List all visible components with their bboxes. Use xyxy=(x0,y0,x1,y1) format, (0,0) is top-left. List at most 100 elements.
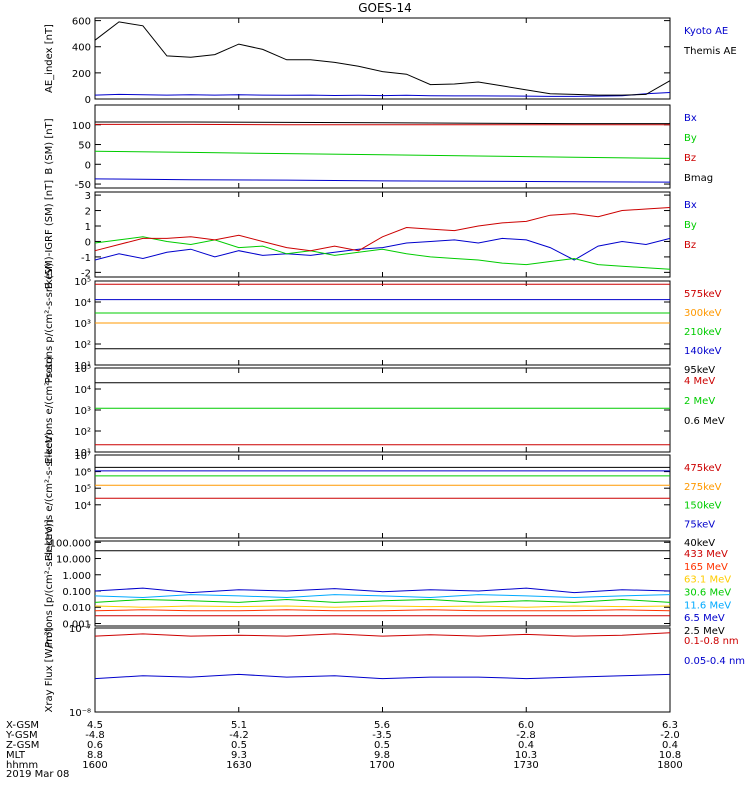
series-line xyxy=(94,92,671,97)
ephemeris-value: 1800 xyxy=(657,760,682,771)
panel-2: -50 0 50 100 B (SM) [nT] Bx By Bz Bmag xyxy=(44,104,713,191)
series-line xyxy=(94,21,671,96)
legend-label: 210keV xyxy=(684,327,722,338)
ephemeris-value: 6.0 xyxy=(518,720,534,731)
legend-label: Bz xyxy=(684,240,696,251)
ephemeris-row-label: MLT xyxy=(6,750,26,761)
panel-6: 10⁴ 10⁵ 10⁶ 10⁷ Electrons e/(cm²-s-sr-keV) 47… xyxy=(44,432,722,561)
legend-label: Bz xyxy=(684,153,696,164)
y-tick-label: 0 xyxy=(85,237,91,248)
y-tick-label: 400 xyxy=(72,43,91,54)
y-tick-label: 1 xyxy=(85,222,91,233)
ephemeris-row-label: Z-GSM xyxy=(6,740,39,751)
y-tick-label: 10⁻⁷ xyxy=(69,624,91,635)
ephemeris-value: 9.3 xyxy=(231,750,247,761)
y-axis-label: B (SM) [nT] xyxy=(44,118,55,174)
y-tick-label: 3 xyxy=(85,191,91,202)
ephemeris-value: 0.6 xyxy=(87,740,103,751)
panel-frame xyxy=(94,104,671,189)
y-tick-label: 2 xyxy=(85,207,91,218)
ephemeris-value: 10.8 xyxy=(659,750,681,761)
ephemeris-value: 0.5 xyxy=(374,740,390,751)
ephemeris-value: -2.8 xyxy=(516,730,536,741)
panel-1: 0 200 400 600 AE_index [nT] Kyoto AE Themis AE xyxy=(44,17,737,106)
series-line xyxy=(94,587,671,594)
series-line xyxy=(94,178,671,183)
panel-5: 10¹ 10² 10³ 10⁴ 10⁵ Electrons e/(cm²-s-sr) 4 M… xyxy=(44,356,725,464)
y-tick-label: 50 xyxy=(78,141,91,152)
y-tick-label: 10³ xyxy=(74,406,91,417)
ephemeris-value: 0.4 xyxy=(662,740,678,751)
legend-label: 6.5 MeV xyxy=(684,613,725,624)
y-axis-label: Electrons e/(cm²-s-sr) xyxy=(44,356,55,464)
ephemeris-value: 0.5 xyxy=(231,740,247,751)
legend-label: By xyxy=(684,220,697,231)
series-line xyxy=(94,605,671,608)
y-tick-label: 10³ xyxy=(74,319,91,330)
legend-label: 275keV xyxy=(684,482,722,493)
panel-7: 0.001 0.010 0.100 1.000 10.000 100.000Protons… xyxy=(44,519,731,647)
ephemeris-row-label: X-GSM xyxy=(6,720,39,731)
y-axis-label: Xray Flux [W/m²] xyxy=(44,627,55,712)
legend-label: 4 MeV xyxy=(684,376,715,387)
y-tick-label: -2 xyxy=(81,268,91,279)
y-tick-label: 10.000 xyxy=(56,555,91,566)
y-tick-label: 0.010 xyxy=(62,603,91,614)
y-axis-label: Protons p/(cm²-s-sr-keV) xyxy=(44,263,55,384)
series-line xyxy=(94,237,671,261)
legend-label: 0.05-0.4 nm xyxy=(684,656,745,667)
y-tick-label: 10⁴ xyxy=(74,385,91,396)
ephemeris-row-label: Y-GSM xyxy=(5,730,38,741)
legend-label: 433 MeV xyxy=(684,549,728,560)
series-line xyxy=(94,598,671,603)
ephemeris-value: -4.8 xyxy=(85,730,105,741)
y-tick-label: 10¹ xyxy=(74,448,91,459)
y-axis-label: Protons [p/(cm²-s-sr-keV)] xyxy=(44,519,55,647)
y-tick-label: 10² xyxy=(74,427,91,438)
ephemeris-value: 1700 xyxy=(369,760,394,771)
y-tick-label: 10⁵ xyxy=(74,277,91,288)
panel-frame xyxy=(94,191,671,278)
y-tick-label: 10¹ xyxy=(74,361,91,372)
y-tick-label: 0 xyxy=(85,95,91,106)
y-tick-label: 0 xyxy=(85,160,91,171)
legend-label: 575keV xyxy=(684,289,722,300)
panel-4: 10¹ 10² 10³ 10⁴ 10⁵ Protons p/(cm²-s-sr-keV) 5… xyxy=(44,263,722,384)
ephemeris-date: 2019 Mar 08 xyxy=(6,769,69,780)
chart-title: GOES-14 xyxy=(358,1,412,15)
y-tick-label: 1.000 xyxy=(62,571,91,582)
y-tick-label: 10⁻⁸ xyxy=(69,708,91,719)
series-line xyxy=(94,150,671,159)
panel-frame xyxy=(94,627,671,713)
panel-8: 10⁻⁸ 10⁻⁷ Xray Flux [W/m²] 0.1-0.8 nm 0.05-0… xyxy=(44,624,745,719)
legend-label: 11.6 MeV xyxy=(684,600,731,611)
y-tick-label: 0.001 xyxy=(62,619,91,630)
y-tick-label: 10⁴ xyxy=(74,298,91,309)
y-tick-label: 100.000 xyxy=(50,538,91,549)
y-tick-label: -1 xyxy=(81,253,91,264)
y-tick-label: 100 xyxy=(72,121,91,132)
y-tick-label: 10⁷ xyxy=(74,451,91,462)
series-line xyxy=(94,236,671,270)
series-line xyxy=(94,207,671,252)
ephemeris-value: 1730 xyxy=(513,760,538,771)
y-tick-label: 10² xyxy=(74,340,91,351)
ephemeris-value: 6.3 xyxy=(662,720,678,731)
ephemeris-value: 9.8 xyxy=(374,750,390,761)
panel-3: -2 -1 0 1 2 3 B (SM)-IGRF (SM) [nT] Bx By Bz xyxy=(44,180,697,289)
legend-label: 300keV xyxy=(684,308,722,319)
legend-label: Themis AE xyxy=(683,46,737,57)
series-line xyxy=(94,609,671,612)
legend-label: By xyxy=(684,133,697,144)
panel-frame xyxy=(94,17,671,100)
y-tick-label: 600 xyxy=(72,17,91,28)
legend-label: 0.6 MeV xyxy=(684,416,725,427)
ephemeris-value: 0.4 xyxy=(518,740,534,751)
series-line xyxy=(94,632,671,637)
ephemeris-value: 1600 xyxy=(82,760,107,771)
legend-label: 2 MeV xyxy=(684,396,715,407)
y-axis-label: Electrons e/(cm²-s-sr-keV) xyxy=(44,432,55,561)
ephemeris-value: -2.0 xyxy=(660,730,680,741)
ephemeris-row-label: hhmm xyxy=(6,760,38,771)
